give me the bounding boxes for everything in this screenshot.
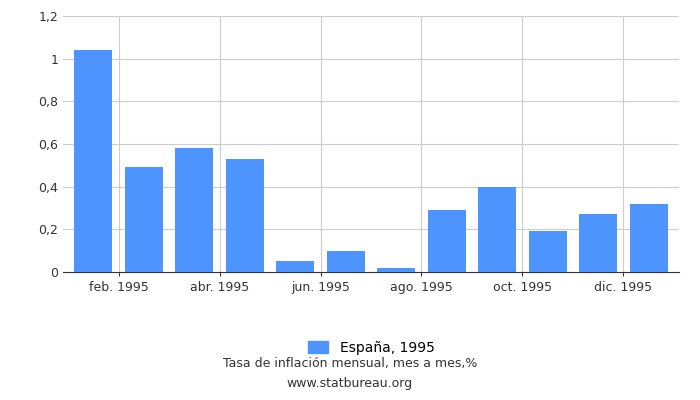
Text: www.statbureau.org: www.statbureau.org [287,378,413,390]
Bar [276,261,314,272]
Bar [630,204,668,272]
Bar [478,187,516,272]
Bar [428,210,466,272]
Bar [528,232,567,272]
Bar [74,50,112,272]
Legend: España, 1995: España, 1995 [302,335,440,360]
Bar [226,159,264,272]
Bar [125,168,162,272]
Text: Tasa de inflación mensual, mes a mes,%: Tasa de inflación mensual, mes a mes,% [223,358,477,370]
Bar [175,148,214,272]
Bar [377,268,415,272]
Bar [580,214,617,272]
Bar [327,251,365,272]
